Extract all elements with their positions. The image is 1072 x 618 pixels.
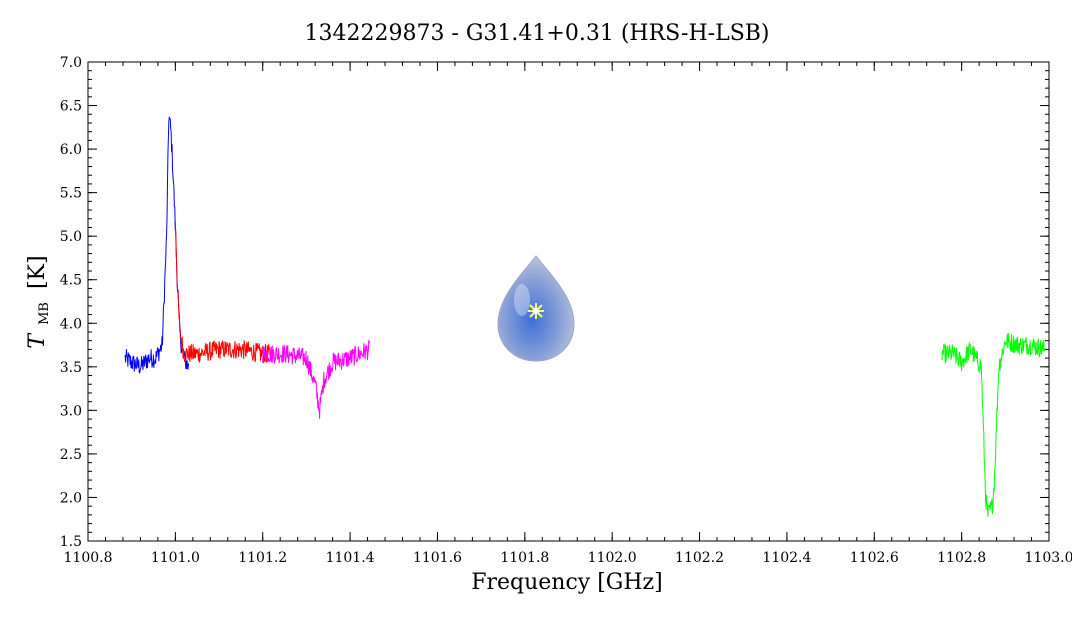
x-tick-label: 1101.6 — [413, 550, 462, 566]
chart-title: 1342229873 - G31.41+0.31 (HRS-H-LSB) — [304, 21, 769, 46]
y-tick-label: 4.0 — [60, 316, 82, 332]
x-tick-label: 1102.6 — [850, 550, 899, 566]
y-tick-label: 3.5 — [60, 360, 82, 376]
y-axis-label: T MB [K] — [25, 255, 54, 348]
x-tick-label: 1102.4 — [762, 550, 811, 566]
wish-logo — [497, 255, 575, 362]
x-tick-label: 1101.2 — [238, 550, 287, 566]
y-tick-label: 5.0 — [60, 229, 82, 245]
x-tick-label: 1101.4 — [326, 550, 375, 566]
series-3-line — [941, 332, 1046, 518]
y-axis-label-unit: [K] — [25, 255, 50, 289]
x-tick-labels: 1100.8 1101.0 1101.2 1101.4 1101.6 1101.8 1102… — [64, 550, 1072, 566]
x-tick-label: 1103.0 — [1025, 550, 1072, 566]
y-tick-label: 2.5 — [60, 447, 82, 463]
x-tick-label: 1101.0 — [151, 550, 200, 566]
y-tick-label: 7.0 — [60, 55, 82, 71]
y-tick-label: 1.5 — [60, 534, 82, 550]
series-group — [124, 116, 1046, 518]
series-1-line — [174, 221, 272, 364]
y-tick-labels: 1.5 2.0 2.5 3.0 3.5 4.0 4.5 5.0 5.5 6.0 6.5 7.0 — [60, 55, 82, 550]
y-tick-label: 5.5 — [60, 186, 82, 202]
x-tick-label: 1102.2 — [675, 550, 724, 566]
y-tick-label: 3.0 — [60, 403, 82, 419]
y-axis-label-subscript: MB — [37, 302, 52, 325]
x-tick-label: 1102.8 — [937, 550, 986, 566]
svg-text:T MB [K]: T MB [K] — [25, 255, 54, 348]
x-axis-label: Frequency [GHz] — [471, 570, 663, 595]
series-0-line — [124, 116, 189, 374]
series-2-line — [262, 339, 371, 419]
y-tick-label: 6.0 — [60, 142, 82, 158]
y-axis-label-symbol: T — [25, 332, 50, 349]
axis-ticks — [87, 61, 1050, 542]
y-tick-label: 4.5 — [60, 273, 82, 289]
x-tick-label: 1101.8 — [500, 550, 549, 566]
x-tick-label: 1100.8 — [64, 550, 113, 566]
plot-frame — [87, 61, 1050, 542]
x-tick-label: 1102.0 — [588, 550, 637, 566]
y-tick-label: 2.0 — [60, 490, 82, 506]
y-tick-label: 6.5 — [60, 99, 82, 115]
